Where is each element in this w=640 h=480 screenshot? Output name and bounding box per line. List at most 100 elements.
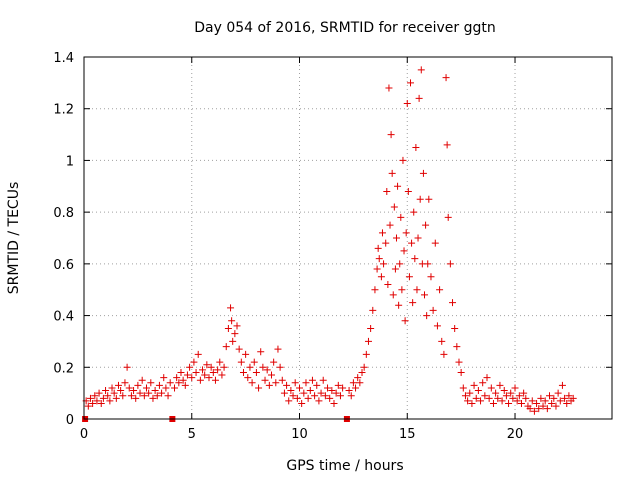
data-point [449, 299, 457, 307]
data-point [114, 381, 122, 389]
data-point [362, 350, 370, 358]
data-point [412, 144, 420, 151]
data-point [270, 358, 278, 366]
data-point [498, 397, 506, 405]
chart-title: Day 054 of 2016, SRMTID for receiver ggt… [194, 20, 496, 36]
data-point [520, 389, 528, 397]
data-point [130, 387, 138, 395]
data-point [479, 379, 487, 387]
data-point [505, 399, 513, 407]
data-point [411, 255, 419, 263]
data-point [466, 389, 474, 397]
data-point [91, 392, 99, 400]
data-point [233, 322, 241, 330]
data-point [311, 392, 319, 400]
data-point [207, 363, 215, 371]
data-point [384, 281, 392, 289]
data-point [537, 394, 545, 402]
data-point [177, 368, 185, 376]
plot-frame [83, 56, 613, 420]
data-point [375, 255, 383, 263]
data-point [229, 337, 237, 345]
data-point [396, 260, 404, 268]
data-point [324, 384, 332, 392]
data-point [385, 84, 393, 92]
data-point [354, 374, 362, 382]
data-point [561, 394, 569, 402]
data-point [95, 389, 103, 397]
y-axis-label: SRMTID / TECUs [6, 182, 22, 295]
data-point [541, 397, 549, 405]
data-point [392, 234, 400, 242]
data-point [125, 384, 133, 392]
data-point [278, 376, 286, 384]
data-point [394, 182, 402, 190]
data-point [173, 374, 181, 382]
data-point [199, 366, 207, 374]
data-point [298, 399, 306, 407]
data-point [395, 301, 403, 309]
data-point [424, 260, 432, 268]
data-point [492, 389, 500, 397]
data-point [500, 387, 508, 395]
data-point [304, 394, 312, 402]
data-point [565, 392, 573, 400]
data-point [287, 387, 295, 395]
data-point [267, 371, 275, 379]
data-point [417, 66, 425, 74]
data-points [82, 66, 577, 415]
data-point [408, 239, 416, 247]
data-point [205, 374, 213, 382]
data-point [142, 384, 150, 392]
data-point [528, 397, 536, 405]
data-point [451, 325, 459, 332]
data-point [214, 366, 222, 374]
data-point [403, 100, 411, 108]
data-point [248, 379, 256, 387]
data-point [99, 394, 107, 402]
data-point [162, 384, 170, 392]
data-point [569, 394, 577, 402]
data-point [328, 387, 336, 395]
data-point [231, 330, 239, 338]
data-point [421, 291, 429, 299]
data-point [371, 286, 379, 294]
y-tick-label: 0.6 [53, 258, 74, 273]
data-point [533, 399, 541, 407]
data-point [554, 389, 562, 397]
data-point [89, 399, 97, 407]
data-point [237, 358, 245, 366]
data-point [416, 195, 424, 203]
data-point [216, 358, 224, 366]
data-point [175, 379, 183, 387]
data-point [383, 187, 391, 195]
data-point [151, 387, 159, 395]
y-tick-label: 0.8 [53, 206, 74, 221]
data-point [373, 265, 381, 273]
data-point [513, 397, 521, 405]
data-point [203, 361, 211, 369]
data-point [539, 402, 547, 410]
data-point [543, 405, 551, 413]
data-point [352, 384, 360, 392]
data-point [326, 394, 334, 402]
data-point [369, 306, 377, 314]
x-tick-label: 20 [507, 427, 524, 442]
data-point [235, 345, 243, 353]
data-point [308, 376, 316, 384]
x-tick-label: 15 [399, 427, 416, 442]
data-point [442, 74, 450, 82]
data-point [548, 399, 556, 407]
data-point [110, 389, 118, 397]
data-point [319, 376, 327, 384]
data-point [334, 381, 342, 389]
data-point [132, 394, 140, 402]
data-point [276, 363, 284, 371]
data-point [474, 387, 482, 395]
data-point [477, 397, 485, 405]
data-point [194, 350, 202, 358]
data-point [218, 371, 226, 379]
data-point [227, 304, 235, 312]
grid-lines [84, 57, 612, 419]
data-point [306, 387, 314, 395]
